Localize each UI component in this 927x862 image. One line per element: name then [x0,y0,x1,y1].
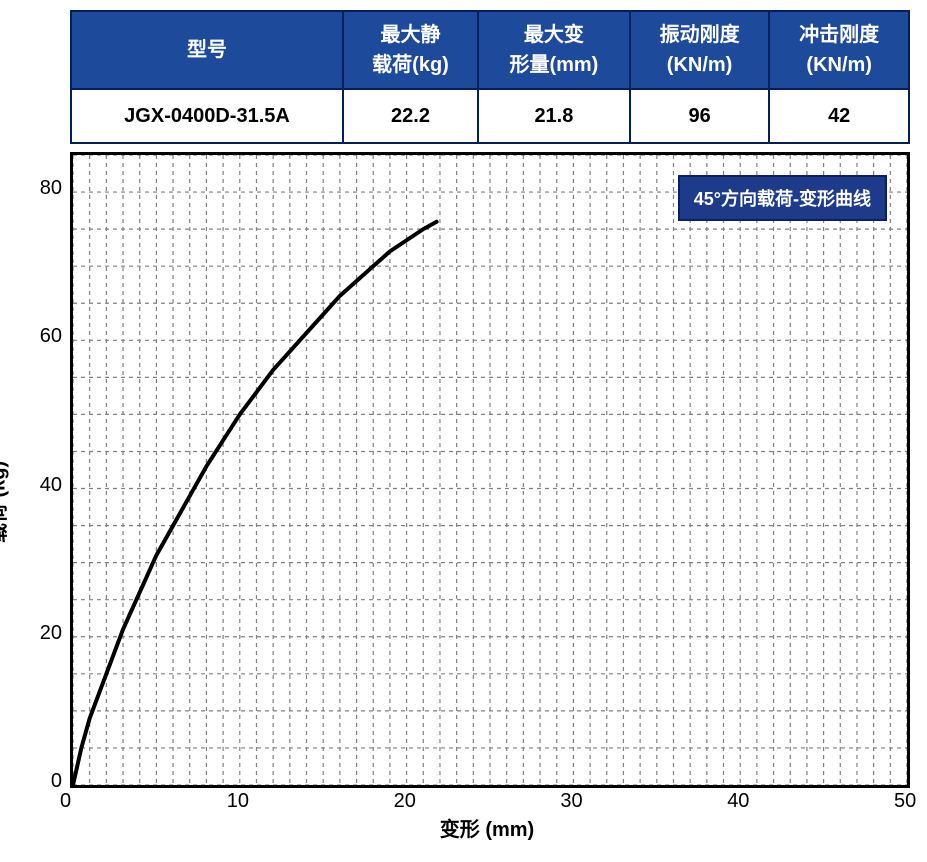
td-vib-stiff: 96 [630,89,770,143]
chart-outer: 载荷 (kg) 45°方向载荷-变形曲线 变形 (mm) 01020304050… [10,152,917,852]
chart-title-box: 45°方向载荷-变形曲线 [678,175,887,221]
td-max-load: 22.2 [343,89,478,143]
y-axis-label: 载荷 (kg) [0,461,11,543]
y-tick-label: 80 [40,177,62,200]
x-tick-label: 20 [394,790,416,813]
x-tick-label: 10 [227,790,249,813]
y-tick-label: 0 [51,770,62,793]
th-model: 型号 [71,11,343,89]
th-max-deform: 最大变形量(mm) [478,11,630,89]
spec-table: 型号 最大静载荷(kg) 最大变形量(mm) 振动刚度(KN/m) 冲击刚度(K… [70,10,910,144]
td-max-deform: 21.8 [478,89,630,143]
th-max-load: 最大静载荷(kg) [343,11,478,89]
x-tick-label: 40 [727,790,749,813]
y-tick-label: 20 [40,622,62,645]
x-tick-label: 30 [560,790,582,813]
chart-svg [73,155,907,785]
td-model: JGX-0400D-31.5A [71,89,343,143]
th-vib-stiff: 振动刚度(KN/m) [630,11,770,89]
y-tick-label: 40 [40,474,62,497]
th-shock-stiff: 冲击刚度(KN/m) [769,11,909,89]
table-row: JGX-0400D-31.5A 22.2 21.8 96 42 [71,89,909,143]
x-axis-label: 变形 (mm) [440,813,534,842]
x-tick-label: 50 [894,790,916,813]
y-tick-label: 60 [40,325,62,348]
table-header-row: 型号 最大静载荷(kg) 最大变形量(mm) 振动刚度(KN/m) 冲击刚度(K… [71,11,909,89]
chart-plot-area: 45°方向载荷-变形曲线 [70,152,910,788]
x-tick-label: 0 [60,790,71,813]
td-shock-stiff: 42 [769,89,909,143]
